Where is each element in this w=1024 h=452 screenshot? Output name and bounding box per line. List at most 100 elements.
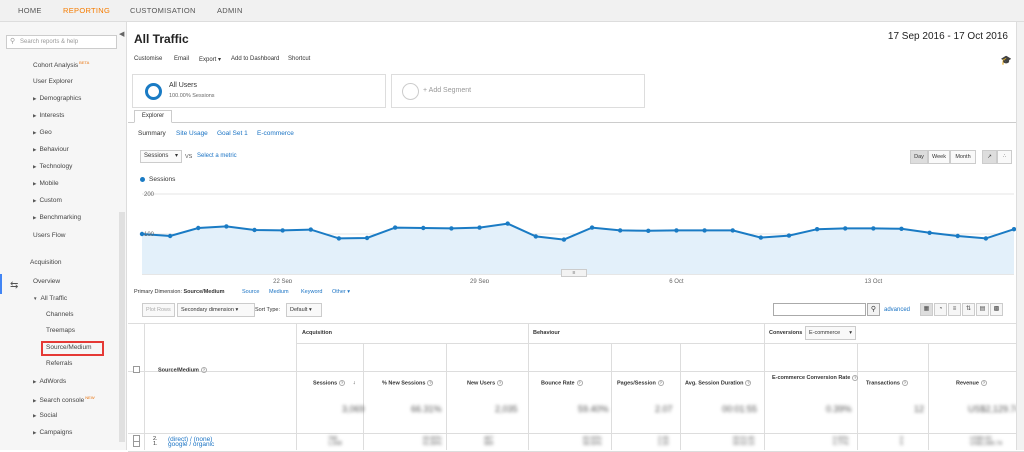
select-metric-link[interactable]: Select a metric bbox=[197, 153, 237, 159]
data-point[interactable] bbox=[280, 228, 285, 233]
add-to-dashboard-button[interactable]: Add to Dashboard bbox=[231, 56, 280, 62]
data-point[interactable] bbox=[364, 235, 370, 241]
search-icon[interactable]: ⚲ bbox=[867, 303, 880, 316]
data-point[interactable] bbox=[505, 221, 510, 226]
subtab-site-usage[interactable]: Site Usage bbox=[176, 130, 208, 137]
bar-view-icon[interactable]: ≡ bbox=[948, 303, 961, 316]
page-scrollbar[interactable] bbox=[1016, 22, 1024, 450]
header-avg-duration[interactable]: Avg. Session Duration? bbox=[685, 380, 752, 387]
pie-view-icon[interactable]: ◔ bbox=[934, 303, 947, 316]
sidebar-item-cohort-analysis[interactable]: Cohort AnalysisBETA bbox=[33, 60, 90, 70]
data-point[interactable] bbox=[843, 226, 848, 231]
sidebar-item-source-medium[interactable]: Source/Medium bbox=[46, 344, 92, 351]
week-button[interactable]: Week bbox=[928, 150, 950, 164]
data-point[interactable] bbox=[589, 225, 595, 230]
nav-customisation[interactable]: CUSTOMISATION bbox=[130, 6, 196, 15]
data-point[interactable] bbox=[336, 236, 342, 241]
select-all-checkbox[interactable] bbox=[133, 366, 140, 373]
sidebar-item-social[interactable]: ▶ Social bbox=[33, 412, 58, 419]
dimension-source[interactable]: Source bbox=[242, 289, 260, 295]
nav-admin[interactable]: ADMIN bbox=[217, 6, 243, 15]
sidebar-scrollbar[interactable] bbox=[119, 212, 125, 442]
data-point[interactable] bbox=[1011, 227, 1017, 232]
chart-resize-handle[interactable]: ≡ bbox=[561, 269, 587, 277]
motion-chart-icon[interactable]: ∴ bbox=[997, 150, 1012, 164]
tab-explorer[interactable]: Explorer bbox=[134, 110, 172, 123]
data-point[interactable] bbox=[139, 231, 145, 237]
data-point[interactable] bbox=[786, 233, 792, 238]
day-button[interactable]: Day bbox=[910, 150, 928, 164]
data-point[interactable] bbox=[814, 227, 820, 232]
data-point[interactable] bbox=[392, 225, 398, 230]
data-point[interactable] bbox=[224, 224, 229, 229]
data-point[interactable] bbox=[196, 225, 201, 231]
sidebar-item-adwords[interactable]: ▶ AdWords bbox=[33, 378, 67, 385]
data-point[interactable] bbox=[561, 237, 567, 242]
advanced-link[interactable]: advanced bbox=[884, 307, 911, 313]
dimension-header[interactable]: Source/Medium? bbox=[158, 367, 207, 374]
sidebar-item-custom[interactable]: ▶ Custom bbox=[33, 197, 62, 204]
header-pages-session[interactable]: Pages/Session? bbox=[617, 380, 664, 387]
sidebar-item-mobile[interactable]: ▶ Mobile bbox=[33, 180, 59, 187]
collapse-sidebar-icon[interactable]: ◀ bbox=[119, 31, 125, 38]
subtab-ecommerce[interactable]: E-commerce bbox=[257, 130, 294, 137]
subtab-goal-set-1[interactable]: Goal Set 1 bbox=[217, 130, 248, 137]
sidebar-item-channels[interactable]: Channels bbox=[46, 311, 74, 318]
graduation-cap-icon[interactable]: 🎓 bbox=[1000, 55, 1012, 65]
comparison-view-icon[interactable]: ⇅ bbox=[962, 303, 975, 316]
dimension-medium[interactable]: Medium bbox=[269, 289, 289, 295]
dimension-other[interactable]: Other ▾ bbox=[332, 289, 351, 295]
data-point[interactable] bbox=[983, 236, 989, 241]
sidebar-item-geo[interactable]: ▶ Geo bbox=[33, 129, 52, 136]
header-new-users[interactable]: New Users? bbox=[467, 380, 504, 387]
header-sessions[interactable]: Sessions? ↓ bbox=[313, 380, 356, 387]
row-source-link[interactable]: google / organic bbox=[168, 441, 215, 448]
month-button[interactable]: Month bbox=[950, 150, 976, 164]
sidebar-item-campaigns[interactable]: ▶ Campaigns bbox=[33, 429, 73, 436]
data-point[interactable] bbox=[167, 233, 173, 239]
data-point[interactable] bbox=[308, 227, 313, 232]
dimension-keyword[interactable]: Keyword bbox=[301, 289, 323, 295]
sort-type-select[interactable]: Default ▾ bbox=[286, 303, 322, 317]
secondary-dimension-select[interactable]: Secondary dimension ▾ bbox=[177, 303, 255, 317]
data-point[interactable] bbox=[758, 235, 764, 240]
sidebar-item-all-traffic[interactable]: ▼ All Traffic bbox=[33, 295, 68, 302]
sidebar-item-referrals[interactable]: Referrals bbox=[46, 360, 73, 367]
customise-button[interactable]: Customise bbox=[134, 56, 163, 62]
row-checkbox[interactable] bbox=[133, 435, 140, 442]
table-view-icon[interactable]: ▦ bbox=[920, 303, 933, 316]
metric-select[interactable]: Sessions ▾ bbox=[140, 150, 182, 163]
header-bounce-rate[interactable]: Bounce Rate? bbox=[541, 380, 583, 387]
data-point[interactable] bbox=[421, 225, 426, 231]
sidebar-item-acquisition[interactable]: Acquisition bbox=[30, 259, 62, 266]
data-point[interactable] bbox=[871, 226, 876, 231]
sidebar-item-benchmarking[interactable]: ▶ Benchmarking bbox=[33, 214, 82, 221]
data-point[interactable] bbox=[617, 228, 623, 233]
sidebar-item-behaviour[interactable]: ▶ Behaviour bbox=[33, 146, 69, 153]
row-source-link[interactable]: (direct) / (none) bbox=[168, 436, 213, 443]
header-transactions[interactable]: Transactions? bbox=[866, 380, 908, 387]
data-point[interactable] bbox=[477, 225, 482, 230]
line-chart-icon[interactable]: ↗ bbox=[982, 150, 997, 164]
date-range[interactable]: 17 Sep 2016 - 17 Oct 2016 bbox=[887, 31, 1008, 42]
sidebar-item-overview[interactable]: Overview bbox=[33, 278, 61, 285]
table-search-input[interactable] bbox=[773, 303, 866, 316]
conversions-select[interactable]: E-commerce ▾ bbox=[805, 326, 856, 340]
sidebar-item-users-flow[interactable]: Users Flow bbox=[33, 232, 66, 239]
sidebar-item-user-explorer[interactable]: User Explorer bbox=[33, 78, 73, 85]
data-point[interactable] bbox=[449, 226, 454, 231]
pivot-view-icon[interactable]: ▩ bbox=[990, 303, 1003, 316]
data-point[interactable] bbox=[899, 226, 904, 231]
subtab-summary[interactable]: Summary bbox=[138, 130, 166, 137]
nav-reporting[interactable]: REPORTING bbox=[63, 6, 111, 15]
term-cloud-icon[interactable]: ▤ bbox=[976, 303, 989, 316]
data-point[interactable] bbox=[646, 228, 651, 233]
data-point[interactable] bbox=[955, 233, 960, 239]
search-input[interactable]: ⚲ Search reports & help bbox=[6, 35, 117, 49]
sidebar-item-technology[interactable]: ▶ Technology bbox=[33, 163, 73, 170]
shortcut-button[interactable]: Shortcut bbox=[288, 56, 311, 62]
sidebar-item-demographics[interactable]: ▶ Demographics bbox=[33, 95, 82, 102]
data-point[interactable] bbox=[674, 228, 679, 233]
add-segment-button[interactable]: + Add Segment bbox=[391, 74, 645, 108]
plot-rows-button[interactable]: Plot Rows bbox=[142, 303, 175, 317]
